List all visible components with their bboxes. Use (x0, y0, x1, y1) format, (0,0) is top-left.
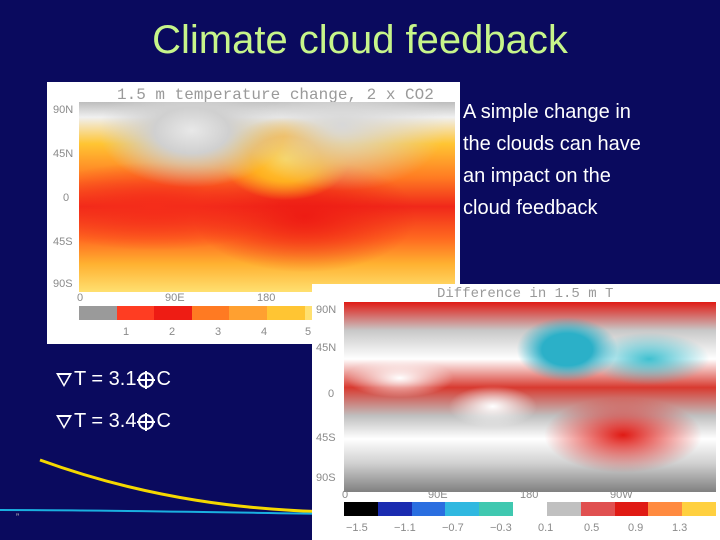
explanation-text: A simple change in the clouds can have a… (463, 96, 703, 224)
colorbar-swatch (377, 502, 412, 516)
map2-title: Difference in 1.5 m T (437, 286, 614, 302)
map2-lat-label: 0 (328, 388, 335, 400)
colorbar-swatch (116, 306, 155, 320)
colorbar-swatch (648, 502, 683, 516)
delta-symbol-icon (56, 372, 72, 387)
map1-lon-label: 0 (77, 292, 84, 304)
colorbar-swatch (79, 306, 117, 320)
explanation-line: an impact on the (463, 165, 611, 187)
delta-t-modified: T = 3.4 C (56, 410, 171, 433)
colorbar-swatch (479, 502, 514, 516)
map2-lat-label: 90N (316, 304, 337, 316)
map2-lon-label: 180 (520, 489, 539, 501)
explanation-line: cloud feedback (463, 197, 598, 219)
temperature-change-map: 1.5 m temperature change, 2 x CO2 90N 45… (47, 82, 460, 344)
map2-lat-label: 45S (316, 432, 336, 444)
delta-symbol-icon (56, 414, 72, 429)
map1-lat-label: 90S (53, 278, 73, 290)
map1-cbar-label: 5 (305, 326, 312, 338)
map2-cbar-label: −0.7 (442, 522, 464, 534)
footnote-mark: ” (16, 512, 19, 522)
colorbar-swatch (682, 502, 716, 516)
temperature-field (79, 102, 455, 292)
degree-symbol-icon (137, 412, 156, 431)
map2-cbar-label: −0.3 (490, 522, 512, 534)
colorbar-swatch (546, 502, 581, 516)
colorbar-swatch (154, 306, 192, 320)
explanation-line: the clouds can have (463, 133, 641, 155)
delta-t-unit: C (156, 368, 171, 390)
colorbar-swatch (513, 502, 547, 516)
slide-title: Climate cloud feedback (152, 18, 568, 62)
delta-t-value: T = 3.1 (74, 368, 137, 390)
colorbar-swatch (266, 306, 305, 320)
colorbar-swatch (445, 502, 480, 516)
colorbar-swatch (344, 502, 378, 516)
degree-symbol-icon (137, 370, 156, 389)
map1-lat-label: 0 (63, 192, 70, 204)
delta-t-unit: C (156, 410, 171, 432)
difference-field (344, 302, 716, 492)
colorbar-swatch (229, 306, 267, 320)
map2-cbar-label: 0.1 (538, 522, 554, 534)
map2-cbar-label: 0.5 (584, 522, 600, 534)
colorbar-swatch (614, 502, 649, 516)
map1-lat-label: 45S (53, 236, 73, 248)
map1-cbar-label: 2 (169, 326, 176, 338)
decorative-swoosh (0, 458, 331, 515)
delta-t-value: T = 3.4 (74, 410, 137, 432)
map2-cbar-label: 1.3 (672, 522, 688, 534)
colorbar-swatch (580, 502, 615, 516)
delta-t-control: T = 3.1 C (56, 368, 171, 391)
colorbar-swatch (411, 502, 446, 516)
map1-lon-label: 180 (257, 292, 276, 304)
map2-cbar-label: 0.9 (628, 522, 644, 534)
map2-lon-label: 90E (428, 489, 448, 501)
map1-lat-label: 45N (53, 148, 74, 160)
map1-title: 1.5 m temperature change, 2 x CO2 (117, 86, 434, 104)
map2-lat-label: 90S (316, 472, 336, 484)
temperature-difference-map: Difference in 1.5 m T 90N 45N 0 45S 90S … (312, 284, 720, 540)
map2-cbar-label: −1.5 (346, 522, 368, 534)
map1-cbar-label: 4 (261, 326, 268, 338)
map1-cbar-label: 1 (123, 326, 130, 338)
map2-lon-label: 0 (342, 489, 349, 501)
map2-lon-label: 90W (610, 489, 633, 501)
map2-colorbar (344, 502, 716, 516)
map1-cbar-label: 3 (215, 326, 222, 338)
map2-lat-label: 45N (316, 342, 337, 354)
map1-lon-label: 90E (165, 292, 185, 304)
colorbar-swatch (191, 306, 230, 320)
map1-lat-label: 90N (53, 104, 74, 116)
map2-cbar-label: −1.1 (394, 522, 416, 534)
explanation-line: A simple change in (463, 101, 631, 123)
